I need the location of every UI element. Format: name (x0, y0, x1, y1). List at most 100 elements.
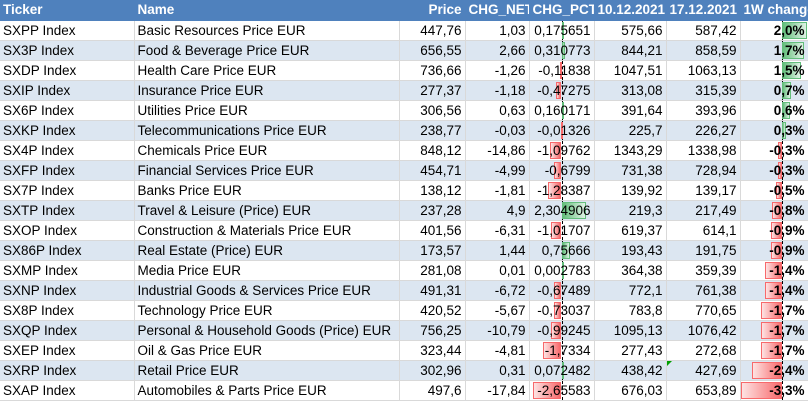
price-cell[interactable]: 497,6 (399, 380, 466, 401)
chg-net-cell[interactable]: -5,67 (465, 300, 530, 321)
price-cell[interactable]: 323,44 (399, 340, 466, 361)
price-cell[interactable]: 454,71 (399, 160, 466, 181)
price-cell[interactable]: 848,12 (399, 140, 466, 161)
price-cell[interactable]: 447,76 (399, 20, 466, 41)
week-change-cell[interactable]: 1,7% (740, 40, 808, 61)
week-change-cell[interactable]: -1,7% (740, 320, 808, 341)
price-10-12-cell[interactable]: 1343,29 (594, 140, 667, 161)
chg-net-cell[interactable]: -6,72 (465, 280, 530, 301)
ticker-cell[interactable]: SXTP Index (0, 200, 135, 221)
week-change-cell[interactable]: 0,7% (740, 80, 808, 101)
ticker-cell[interactable]: SX7P Index (0, 180, 135, 201)
price-10-12-cell[interactable]: 772,1 (594, 280, 667, 301)
chg-net-cell[interactable]: -1,26 (465, 60, 530, 81)
price-17-12-cell[interactable]: 587,42 (666, 20, 741, 41)
header-price[interactable]: Price (399, 0, 466, 21)
price-17-12-cell[interactable]: 770,65 (666, 300, 741, 321)
name-cell[interactable]: Technology Price EUR (134, 300, 400, 321)
name-cell[interactable]: Real Estate (Price) EUR (134, 240, 400, 261)
ticker-cell[interactable]: SX3P Index (0, 40, 135, 61)
header-chg-pct[interactable]: CHG_PCT (529, 0, 595, 21)
price-10-12-cell[interactable]: 391,64 (594, 100, 667, 121)
ticker-cell[interactable]: SXKP Index (0, 120, 135, 141)
name-cell[interactable]: Industrial Goods & Services Price EUR (134, 280, 400, 301)
name-cell[interactable]: Construction & Materials Price EUR (134, 220, 400, 241)
price-cell[interactable]: 420,52 (399, 300, 466, 321)
ticker-cell[interactable]: SX86P Index (0, 240, 135, 261)
chg-pct-cell[interactable]: 0,75666 (529, 240, 595, 261)
price-10-12-cell[interactable]: 575,66 (594, 20, 667, 41)
price-17-12-cell[interactable]: 858,59 (666, 40, 741, 61)
ticker-cell[interactable]: SXFP Index (0, 160, 135, 181)
price-17-12-cell[interactable]: 614,1 (666, 220, 741, 241)
price-cell[interactable]: 306,56 (399, 100, 466, 121)
header-date-2[interactable]: 17.12.2021 (666, 0, 741, 21)
price-10-12-cell[interactable]: 193,43 (594, 240, 667, 261)
price-10-12-cell[interactable]: 277,43 (594, 340, 667, 361)
chg-pct-cell[interactable]: -0,73037 (529, 300, 595, 321)
name-cell[interactable]: Travel & Leisure (Price) EUR (134, 200, 400, 221)
chg-pct-cell[interactable]: -0,99245 (529, 320, 595, 341)
price-cell[interactable]: 281,08 (399, 260, 466, 281)
ticker-cell[interactable]: SXPP Index (0, 20, 135, 41)
name-cell[interactable]: Utilities Price EUR (134, 100, 400, 121)
week-change-cell[interactable]: -3,3% (740, 380, 808, 401)
price-cell[interactable]: 173,57 (399, 240, 466, 261)
chg-pct-cell[interactable]: -2,65583 (529, 380, 595, 401)
week-change-cell[interactable]: -0,5% (740, 180, 808, 201)
price-17-12-cell[interactable]: 191,75 (666, 240, 741, 261)
price-cell[interactable]: 736,66 (399, 60, 466, 81)
header-chg-net[interactable]: CHG_NET (465, 0, 530, 21)
price-17-12-cell[interactable]: 315,39 (666, 80, 741, 101)
week-change-cell[interactable]: -1,4% (740, 260, 808, 281)
name-cell[interactable]: Telecommunications Price EUR (134, 120, 400, 141)
price-10-12-cell[interactable]: 844,21 (594, 40, 667, 61)
ticker-cell[interactable]: SX8P Index (0, 300, 135, 321)
chg-pct-cell[interactable]: -0,47275 (529, 80, 595, 101)
week-change-cell[interactable]: -1,4% (740, 280, 808, 301)
name-cell[interactable]: Personal & Household Goods (Price) EUR (134, 320, 400, 341)
chg-pct-cell[interactable]: 0,175651 (529, 20, 595, 41)
price-10-12-cell[interactable]: 438,42 (594, 360, 667, 381)
price-cell[interactable]: 302,96 (399, 360, 466, 381)
price-cell[interactable]: 756,25 (399, 320, 466, 341)
chg-pct-cell[interactable]: -1,28387 (529, 180, 595, 201)
chg-pct-cell[interactable]: 0,002783 (529, 260, 595, 281)
price-17-12-cell[interactable]: 226,27 (666, 120, 741, 141)
chg-net-cell[interactable]: 0,31 (465, 360, 530, 381)
week-change-cell[interactable]: -0,9% (740, 220, 808, 241)
price-cell[interactable]: 238,77 (399, 120, 466, 141)
ticker-cell[interactable]: SXQP Index (0, 320, 135, 341)
chg-pct-cell[interactable]: 0,160171 (529, 100, 595, 121)
week-change-cell[interactable]: -2,4% (740, 360, 808, 381)
header-date-1[interactable]: 10.12.2021 (594, 0, 667, 21)
price-17-12-cell[interactable]: 139,17 (666, 180, 741, 201)
week-change-cell[interactable]: -0,3% (740, 160, 808, 181)
price-17-12-cell[interactable]: 427,69 (666, 360, 741, 381)
header-1w-change[interactable]: 1W change (740, 0, 808, 21)
chg-net-cell[interactable]: -1,81 (465, 180, 530, 201)
price-10-12-cell[interactable]: 1095,13 (594, 320, 667, 341)
week-change-cell[interactable]: -0,8% (740, 200, 808, 221)
price-10-12-cell[interactable]: 139,92 (594, 180, 667, 201)
week-change-cell[interactable]: -0,9% (740, 240, 808, 261)
price-17-12-cell[interactable]: 728,94 (666, 160, 741, 181)
week-change-cell[interactable]: 0,3% (740, 120, 808, 141)
week-change-cell[interactable]: 1,5% (740, 60, 808, 81)
price-17-12-cell[interactable]: 1076,42 (666, 320, 741, 341)
chg-net-cell[interactable]: 2,66 (465, 40, 530, 61)
chg-net-cell[interactable]: 0,63 (465, 100, 530, 121)
price-cell[interactable]: 277,37 (399, 80, 466, 101)
price-17-12-cell[interactable]: 653,89 (666, 380, 741, 401)
price-17-12-cell[interactable]: 761,38 (666, 280, 741, 301)
name-cell[interactable]: Oil & Gas Price EUR (134, 340, 400, 361)
price-17-12-cell[interactable]: 1063,13 (666, 60, 741, 81)
price-10-12-cell[interactable]: 783,8 (594, 300, 667, 321)
price-cell[interactable]: 138,12 (399, 180, 466, 201)
price-10-12-cell[interactable]: 731,38 (594, 160, 667, 181)
price-10-12-cell[interactable]: 619,37 (594, 220, 667, 241)
price-10-12-cell[interactable]: 225,7 (594, 120, 667, 141)
week-change-cell[interactable]: -0,3% (740, 140, 808, 161)
chg-pct-cell[interactable]: 2,304906 (529, 200, 595, 221)
chg-net-cell[interactable]: -17,84 (465, 380, 530, 401)
